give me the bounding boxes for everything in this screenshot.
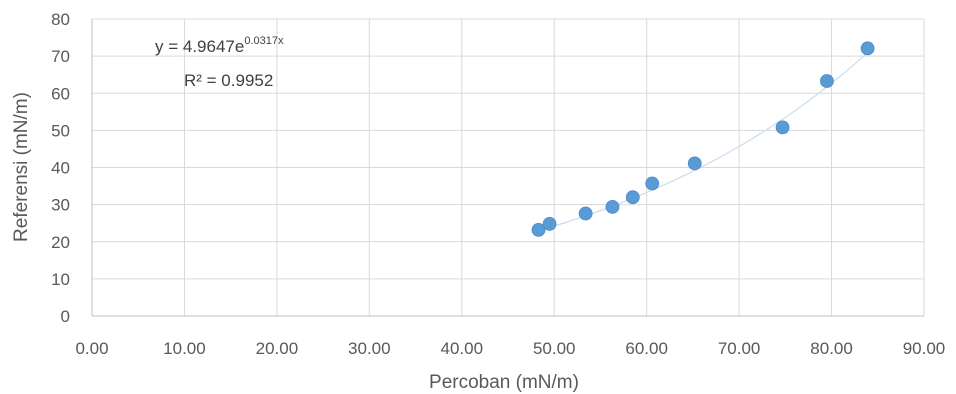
gridlines [92, 18, 925, 316]
y-tick-label: 30 [51, 196, 70, 215]
trendline-path [538, 52, 869, 232]
x-tick-label: 90.00 [903, 339, 946, 358]
data-point [605, 199, 620, 214]
x-tick-label: 30.00 [348, 339, 391, 358]
x-tick-label: 60.00 [625, 339, 668, 358]
x-tick-label: 40.00 [441, 339, 484, 358]
data-point [820, 74, 834, 88]
data-point [687, 156, 702, 171]
data-point [625, 190, 640, 205]
y-tick-label: 70 [51, 47, 70, 66]
x-tick-label: 80.00 [810, 339, 853, 358]
data-point [578, 206, 593, 221]
y-tick-label: 80 [51, 10, 70, 29]
trendline-equation: y = 4.9647e0.0317x [155, 35, 284, 56]
data-points [531, 41, 875, 237]
y-tick-label: 40 [51, 159, 70, 178]
y-tick-label: 60 [51, 84, 70, 103]
axes [91, 19, 924, 317]
y-tick-label: 0 [61, 307, 70, 326]
x-tick-label: 0.00 [75, 339, 108, 358]
data-point [645, 176, 660, 191]
x-tick-label: 50.00 [533, 339, 576, 358]
x-tick-label: 70.00 [718, 339, 761, 358]
y-axis-title: Referensi (mN/m) [11, 92, 32, 242]
data-point [542, 217, 557, 231]
data-point [775, 120, 790, 135]
r-squared-label: R² = 0.9952 [184, 71, 273, 90]
data-point [860, 41, 875, 56]
x-axis-title: Percoban (mN/m) [429, 372, 579, 393]
x-tick-label: 10.00 [163, 339, 206, 358]
y-tick-labels: 0 10 20 30 40 50 60 70 80 [51, 10, 70, 326]
data-point [531, 222, 546, 237]
y-tick-label: 10 [51, 270, 70, 289]
y-tick-label: 20 [51, 233, 70, 252]
y-tick-label: 50 [51, 121, 70, 140]
x-tick-label: 20.00 [256, 339, 299, 358]
trendline [538, 52, 869, 232]
x-tick-labels: 0.00 10.00 20.00 30.00 40.00 50.00 60.00 70.00 8… [75, 339, 945, 358]
